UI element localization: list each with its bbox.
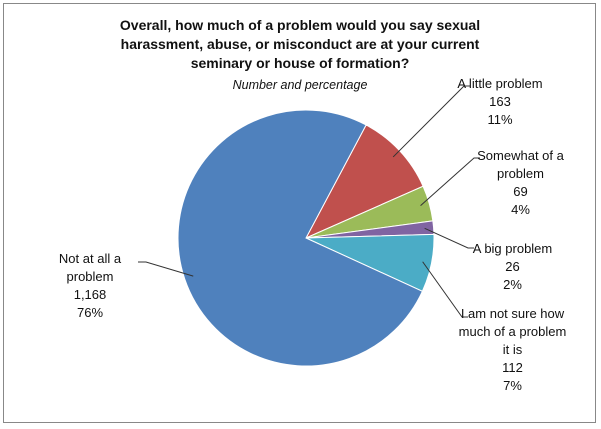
leader-line — [392, 85, 470, 158]
slice-label: A little problem 163 11% — [445, 75, 555, 129]
slice-label: I am not sure how much of a problem it i… — [455, 305, 570, 395]
category-label: I am not sure how much of a problem it i… — [458, 306, 567, 357]
value-label: 163 — [489, 94, 511, 109]
value-label: 1,168 — [73, 287, 107, 302]
percent-label: 4% — [511, 202, 530, 217]
leader-line — [424, 227, 474, 249]
value-label: 112 — [502, 360, 523, 375]
category-label: A big problem — [472, 241, 553, 256]
category-label: Somewhat of a problem — [477, 148, 564, 181]
slice-label: Not at all a problem 1,168 76% — [40, 250, 140, 322]
leader-line — [138, 261, 194, 277]
leader-line — [420, 157, 480, 207]
percent-label: 11% — [487, 112, 513, 127]
value-label: 26 — [505, 259, 520, 274]
pie-slice — [177, 109, 424, 367]
chart-subtitle: Number and percentage — [232, 78, 368, 92]
percent-label: 76% — [76, 305, 104, 320]
slice-label: Somewhat of a problem 69 4% — [468, 147, 573, 219]
percent-label: 2% — [503, 277, 522, 292]
category-label: Not at all a problem — [58, 251, 122, 284]
category-label: A little problem — [457, 76, 543, 91]
chart-title: Overall, how much of a problem would you… — [119, 17, 481, 71]
value-label: 69 — [513, 184, 528, 199]
slice-label: A big problem 26 2% — [460, 240, 565, 294]
percent-label: 7% — [503, 378, 522, 393]
chart-frame — [3, 3, 596, 423]
leader-line — [422, 261, 468, 318]
